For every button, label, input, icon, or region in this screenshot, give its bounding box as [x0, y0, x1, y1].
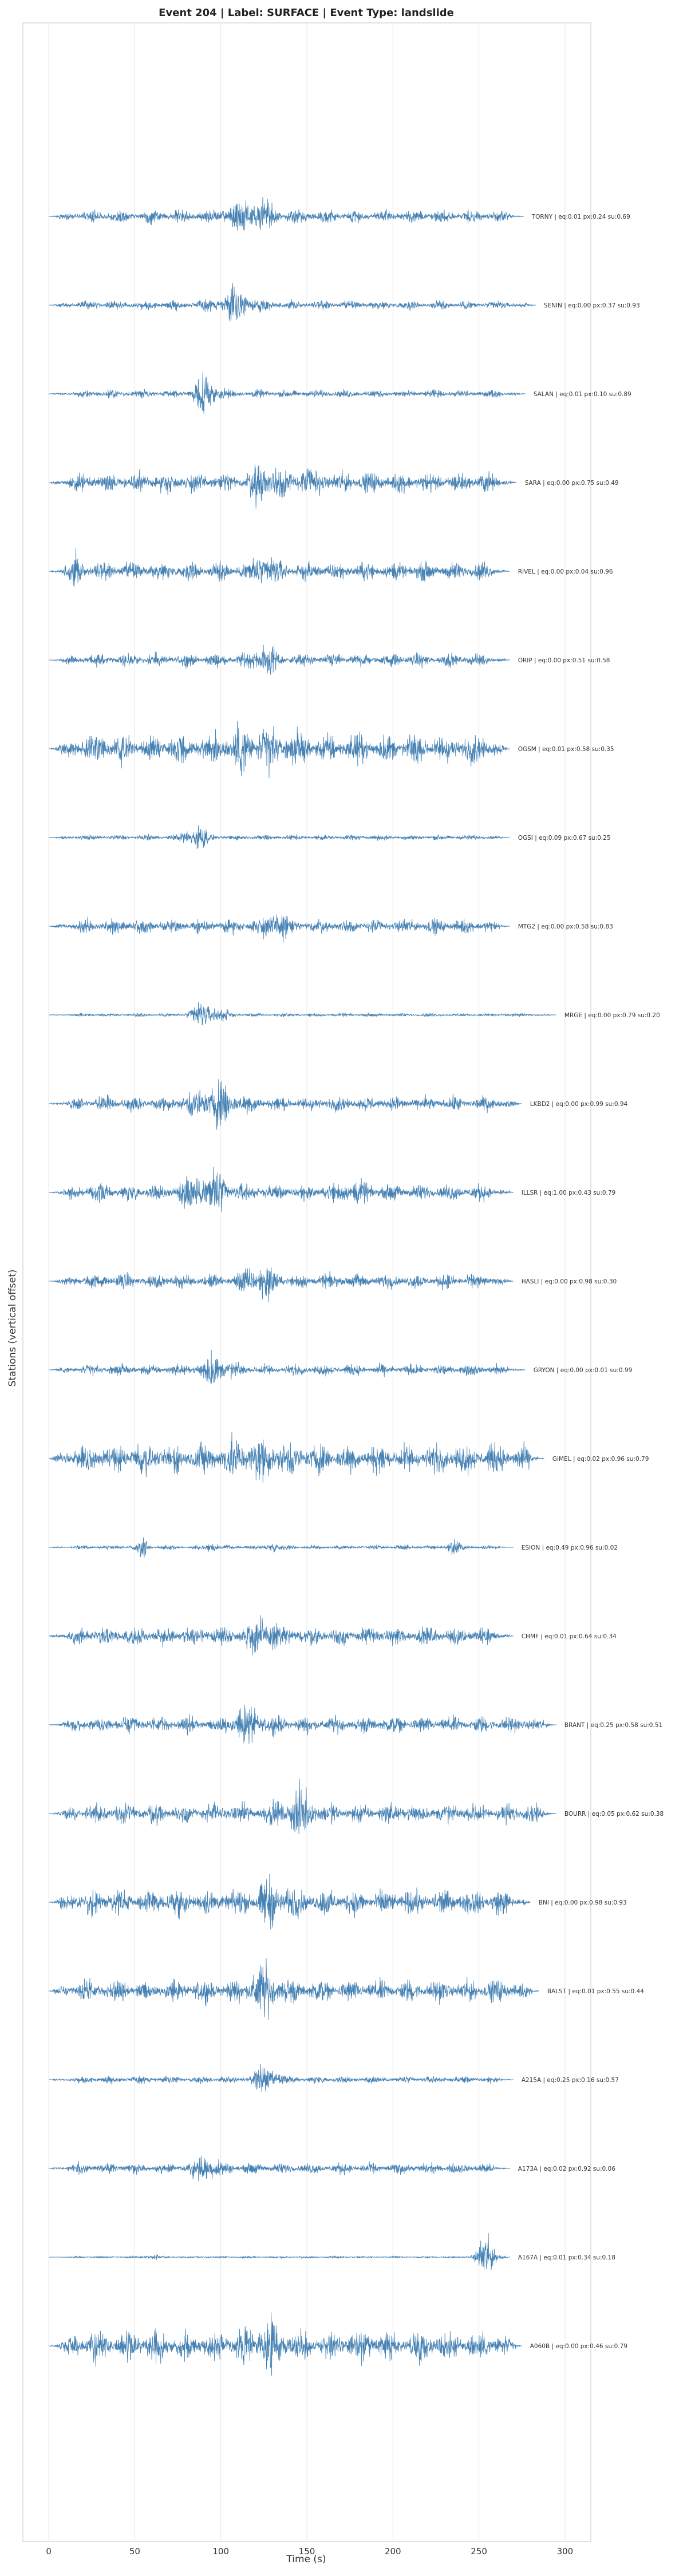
station-label: BOURR | eq:0.05 px:0.62 su:0.38: [564, 1811, 664, 1818]
station-label: A173A | eq:0.02 px:0.92 su:0.06: [518, 2166, 615, 2172]
waveform-trace: [49, 644, 510, 675]
station-label: SENIN | eq:0.00 px:0.37 su:0.93: [544, 302, 640, 309]
x-tick-label: 150: [299, 2546, 315, 2557]
station-label: ESION | eq:0.49 px:0.96 su:0.02: [522, 1544, 618, 1551]
x-axis-ticks: 0 50 100 150 200 250 300: [46, 2546, 573, 2557]
chart-title: Event 204 | Label: SURFACE | Event Type:…: [159, 7, 454, 19]
station-label: SALAN | eq:0.01 px:0.10 su:0.89: [534, 391, 631, 398]
waveform-trace: [48, 1615, 514, 1656]
station-label: TORNY | eq:0.01 px:0.24 su:0.69: [531, 214, 630, 220]
station-label: A215A | eq:0.25 px:0.16 su:0.57: [522, 2077, 619, 2084]
x-tick-label: 100: [212, 2546, 229, 2557]
waveform-trace: [49, 1958, 539, 2020]
waveform-trace: [49, 1705, 556, 1744]
waveform-trace: [49, 721, 510, 779]
station-label: BRANT | eq:0.25 px:0.58 su:0.51: [564, 1722, 662, 1729]
x-tick-label: 250: [471, 2546, 487, 2557]
waveform-trace: [49, 282, 536, 322]
station-label: ORIP | eq:0.00 px:0.51 su:0.58: [518, 657, 610, 664]
waveform-trace: [49, 1779, 556, 1834]
grid-lines: [48, 23, 566, 2542]
station-label: MTG2 | eq:0.00 px:0.58 su:0.83: [518, 923, 613, 930]
x-tick-label: 200: [385, 2546, 401, 2557]
station-label: OGSI | eq:0.09 px:0.67 su:0.25: [518, 835, 611, 841]
station-label: GIMEL | eq:0.02 px:0.96 su:0.79: [552, 1456, 649, 1463]
x-axis-label: Time (s): [286, 2554, 326, 2565]
waveform-trace: [49, 1002, 556, 1025]
station-label: OGSM | eq:0.01 px:0.58 su:0.35: [518, 746, 614, 753]
station-label: SARA | eq:0.00 px:0.75 su:0.49: [525, 480, 619, 487]
waveform-trace: [48, 2312, 522, 2376]
station-label: BALST | eq:0.01 px:0.55 su:0.44: [547, 1988, 644, 1995]
waveform-trace: [49, 1350, 526, 1384]
x-tick-label: 300: [557, 2546, 574, 2557]
station-label: GRYON | eq:0.00 px:0.01 su:0.99: [534, 1367, 633, 1374]
station-label: CHMF | eq:0.01 px:0.64 su:0.34: [522, 1633, 617, 1640]
station-label: LKBD2 | eq:0.00 px:0.99 su:0.94: [530, 1101, 628, 1108]
station-label: BNI | eq:0.00 px:0.98 su:0.93: [539, 1899, 627, 1906]
station-label: MRGE | eq:0.00 px:0.79 su:0.20: [564, 1012, 660, 1019]
station-label: ILLSR | eq:1.00 px:0.43 su:0.79: [522, 1190, 616, 1196]
y-axis-label: Stations (vertical offset): [7, 1270, 18, 1387]
waveform-trace: [49, 1079, 522, 1130]
traces: [48, 197, 556, 2376]
waveform-trace: [49, 464, 517, 509]
waveform-trace: [49, 2064, 514, 2092]
waveform-trace: [49, 1167, 514, 1212]
waveform-trace: [49, 548, 510, 587]
station-labels: TORNY | eq:0.01 px:0.24 su:0.69 SENIN | e…: [518, 214, 664, 2350]
waveform-trace: [49, 371, 526, 414]
station-label: RIVEL | eq:0.00 px:0.04 su:0.96: [518, 568, 613, 575]
station-label: HASLI | eq:0.00 px:0.98 su:0.30: [522, 1278, 617, 1285]
waveform-trace: [49, 1537, 514, 1558]
waveform-trace: [49, 825, 510, 849]
waveform-trace: [49, 1267, 514, 1302]
waveform-trace: [49, 2156, 510, 2182]
waveform-trace: [49, 2233, 510, 2271]
waveform-trace: [49, 1432, 544, 1483]
station-label: A167A | eq:0.01 px:0.34 su:0.18: [518, 2254, 615, 2261]
station-label: A060B | eq:0.00 px:0.46 su:0.79: [530, 2343, 627, 2350]
waveform-trace: [49, 197, 524, 231]
x-tick-label: 50: [129, 2546, 140, 2557]
x-tick-label: 0: [46, 2546, 52, 2557]
waveform-trace: [49, 1874, 531, 1930]
waveform-trace: [49, 914, 510, 943]
